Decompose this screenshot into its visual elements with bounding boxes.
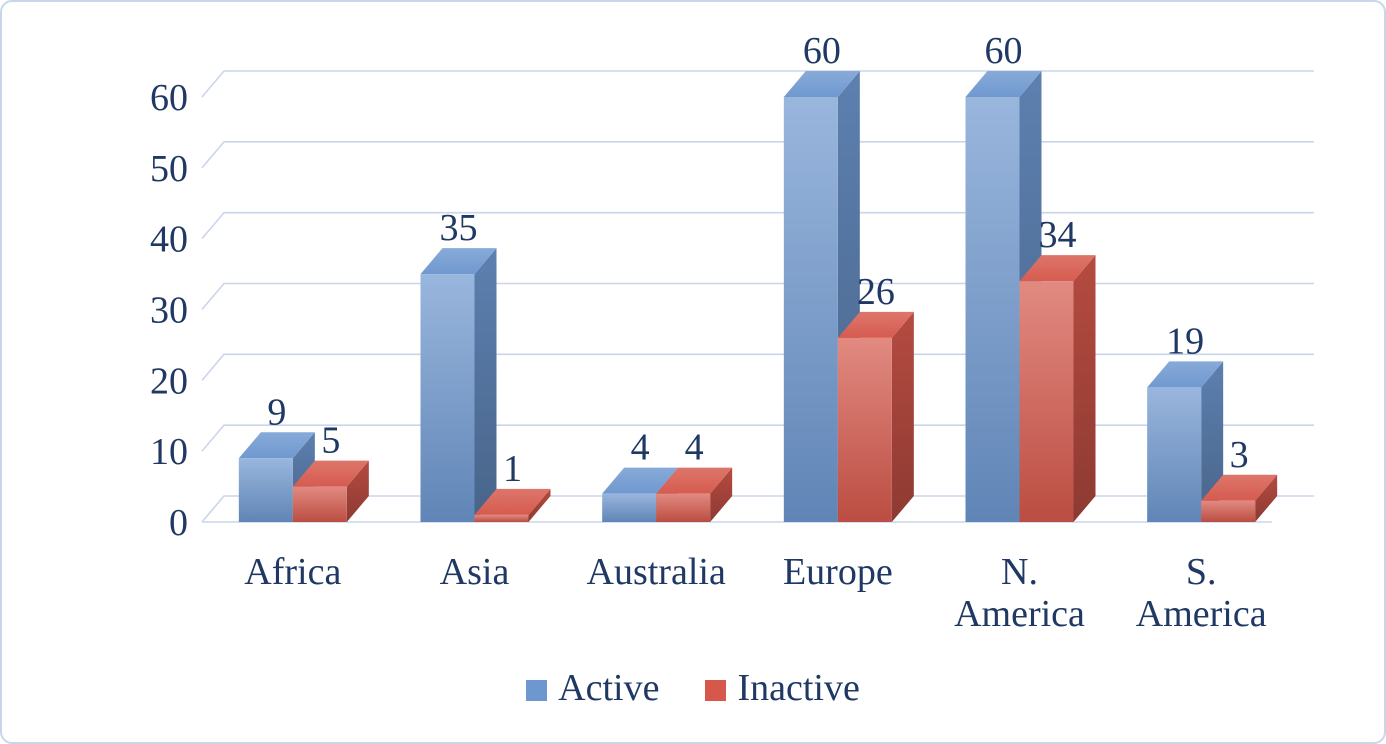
y-tick-label: 40: [150, 219, 188, 261]
gridline: [201, 70, 1314, 98]
y-tick-label: 10: [150, 431, 188, 473]
y-tick-label: 50: [150, 148, 188, 190]
legend-swatch-active-icon: [526, 679, 548, 701]
legend-item-active[interactable]: Active: [526, 666, 659, 710]
legend-label-inactive: Inactive: [737, 667, 860, 709]
gridline: [201, 495, 1314, 523]
bar-active-asia[interactable]: [420, 248, 497, 523]
bar-inactive-australia[interactable]: [656, 467, 733, 522]
data-label: 60: [803, 30, 841, 72]
data-label: 60: [985, 30, 1023, 72]
bar-inactive-n-america[interactable]: [1019, 255, 1096, 522]
bar-inactive-asia[interactable]: [474, 488, 551, 522]
data-label: 26: [857, 271, 895, 313]
data-label: 3: [1230, 434, 1249, 476]
data-label: 5: [321, 420, 340, 462]
gridline: [201, 141, 1314, 169]
gridline: [201, 424, 1314, 452]
data-label: 35: [440, 207, 478, 249]
y-tick-label: 60: [150, 77, 188, 119]
x-category-label: Africa: [244, 551, 341, 593]
data-label: 19: [1166, 320, 1204, 362]
bar-inactive-s-america[interactable]: [1201, 474, 1278, 522]
x-category-label: Europe: [783, 551, 893, 593]
bar-active-s-america[interactable]: [1147, 361, 1224, 522]
gridline: [201, 353, 1314, 381]
data-label: 4: [631, 427, 650, 469]
gridline: [201, 282, 1314, 311]
bar-inactive-europe[interactable]: [837, 311, 914, 522]
legend-swatch-inactive-icon: [705, 679, 727, 701]
y-tick-label: 30: [150, 290, 188, 332]
x-category-label: Asia: [440, 551, 510, 593]
x-category-label: S. America: [1136, 551, 1267, 635]
data-label: 1: [503, 448, 522, 490]
x-category-label: Australia: [587, 551, 726, 593]
y-tick-label: 0: [169, 502, 188, 544]
data-label: 9: [267, 391, 286, 433]
x-category-label: N. America: [954, 551, 1085, 635]
gridline: [201, 211, 1314, 240]
data-label: 34: [1039, 214, 1077, 256]
legend-item-inactive[interactable]: Inactive: [705, 666, 860, 710]
data-label: 4: [685, 427, 704, 469]
legend-label-active: Active: [558, 667, 660, 709]
y-tick-label: 20: [150, 360, 188, 402]
legend: Active Inactive: [2, 666, 1384, 710]
bar-inactive-africa[interactable]: [292, 460, 369, 522]
